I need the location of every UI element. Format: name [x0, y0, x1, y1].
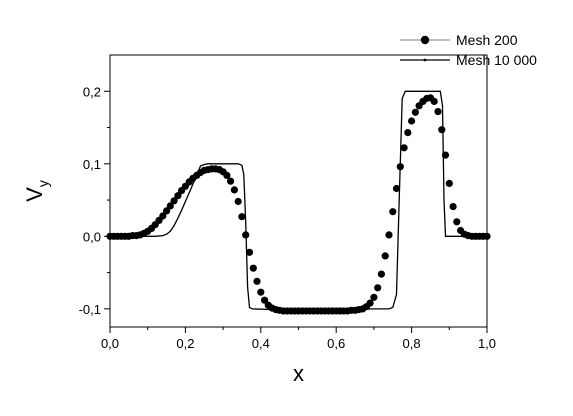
y-tick-label: 0,2 [83, 84, 101, 99]
legend-item-1: Mesh 10 000 [400, 52, 537, 68]
y-axis-title-text: Vy [22, 180, 51, 202]
data-point [389, 208, 397, 216]
data-point [245, 248, 254, 256]
data-point [411, 108, 419, 116]
data-point [159, 212, 167, 220]
data-point [400, 144, 408, 152]
y-tick-label: -0,1 [79, 302, 101, 317]
x-tick-label: 0,4 [252, 336, 270, 351]
series-line [110, 90, 487, 311]
data-point [370, 293, 378, 301]
data-point [449, 203, 457, 211]
data-point [392, 184, 401, 193]
data-point [404, 129, 412, 137]
y-axis-title-main: V [22, 187, 47, 202]
data-point [430, 97, 438, 105]
legend-label: Mesh 200 [456, 32, 518, 48]
x-tick-label: 0,0 [101, 336, 119, 351]
legend-item-0: Mesh 200 [400, 32, 518, 48]
data-point [385, 231, 393, 239]
legend-marker [420, 35, 430, 45]
legend: Mesh 200 Mesh 10 000 [400, 32, 537, 68]
data-point [453, 218, 461, 226]
data-point [163, 207, 171, 215]
data-point [434, 108, 442, 116]
legend-marker [423, 58, 427, 62]
x-axis-title: x [293, 361, 304, 386]
data-point [253, 277, 261, 285]
x-tick-label: 0,8 [403, 336, 421, 351]
x-tick-label: 0,2 [176, 336, 194, 351]
data-point [174, 192, 182, 200]
series-layer [106, 90, 491, 315]
axes: 0,0 0,2 0,4 0,6 0,8 1,0 -0,1 0,0 0,1 0,2 x Vy [22, 54, 496, 386]
data-point [238, 213, 246, 221]
data-point [230, 186, 238, 194]
data-point [223, 171, 231, 179]
data-point [408, 117, 416, 125]
series-1 [110, 90, 487, 311]
data-point [381, 252, 389, 260]
y-axis-title: Vy [22, 180, 51, 202]
x-tick-label: 0,6 [327, 336, 345, 351]
y-tick-label: 0,0 [83, 229, 101, 244]
data-point [166, 202, 174, 210]
data-point [227, 177, 235, 185]
data-point [257, 288, 265, 296]
data-point [249, 264, 257, 272]
series-0 [106, 94, 491, 315]
legend-label: Mesh 10 000 [456, 52, 537, 68]
data-point [438, 126, 446, 134]
data-point [445, 179, 453, 187]
data-point [366, 299, 374, 307]
data-point [374, 284, 382, 292]
data-point [261, 296, 269, 304]
data-point [234, 197, 242, 206]
data-point [377, 270, 385, 278]
y-tick-label: 0,1 [83, 157, 101, 172]
x-tick-label: 1,0 [478, 336, 496, 351]
y-axis-title-subscript: y [35, 180, 51, 187]
data-point [170, 197, 178, 205]
